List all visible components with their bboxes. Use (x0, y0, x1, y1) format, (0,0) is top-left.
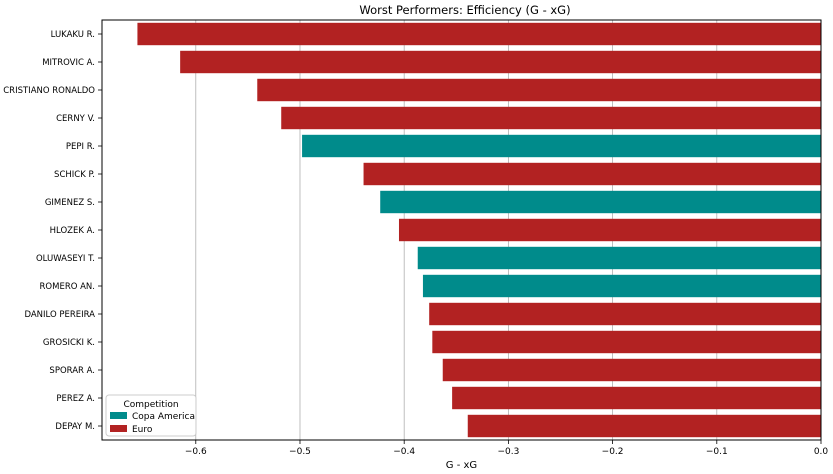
bar-sporar-a (442, 358, 821, 382)
chart-title: Worst Performers: Efficiency (G - xG) (359, 3, 570, 17)
bar-grosicki-k (432, 330, 821, 354)
x-tick-label: −0.6 (185, 447, 207, 457)
bar-perez-a (452, 386, 821, 410)
bar-gimenez-s (380, 190, 821, 214)
bar-cristiano-ronaldo (257, 78, 821, 102)
y-tick-label: ROMERO AN. (40, 282, 95, 292)
y-tick-label: GROSICKI K. (43, 338, 95, 348)
x-axis-ticks: −0.6 −0.5 −0.4 −0.3 −0.2 −0.1 0.0 (185, 440, 829, 457)
bar-hlozek-a (398, 218, 821, 242)
legend-swatch-euro (110, 425, 127, 432)
bar-depay-m (467, 414, 821, 438)
y-axis-ticks: LUKAKU R. MITROVIC A. CRISTIANO RONALDO CER… (3, 30, 102, 432)
x-tick-label: −0.4 (393, 447, 415, 457)
y-tick-label: GIMENEZ S. (45, 198, 95, 208)
legend-swatch-copa-america (110, 412, 127, 419)
y-tick-label: DANILO PEREIRA (24, 310, 95, 320)
bar-oluwaseyi-t (417, 246, 821, 270)
x-tick-label: −0.5 (289, 447, 311, 457)
legend-box (105, 394, 197, 437)
legend-title: Competition (123, 400, 178, 410)
y-tick-label: OLUWASEYI T. (36, 254, 95, 264)
legend-label-euro: Euro (132, 425, 153, 435)
x-tick-label: 0.0 (814, 447, 829, 457)
bar-romero-an (422, 274, 821, 298)
x-tick-label: −0.2 (602, 447, 624, 457)
y-tick-label: PEPI R. (66, 142, 95, 152)
y-tick-label: PEREZ A. (56, 394, 95, 404)
bar-schick-p (363, 162, 821, 186)
x-tick-label: −0.3 (497, 447, 519, 457)
y-tick-label: MITROVIC A. (42, 58, 95, 68)
legend: Competition Copa America Euro (105, 394, 197, 437)
bar-lukaku-r (137, 22, 822, 46)
bar-pepi-r (302, 134, 821, 158)
y-tick-label: HLOZEK A. (50, 226, 95, 236)
y-tick-label: CERNY V. (56, 114, 95, 124)
bars (137, 22, 822, 438)
legend-label-copa-america: Copa America (132, 412, 195, 422)
y-tick-label: SPORAR A. (49, 366, 95, 376)
x-axis-label: G - xG (446, 460, 477, 471)
x-tick-label: −0.1 (706, 447, 728, 457)
y-tick-label: SCHICK P. (54, 170, 95, 180)
y-tick-label: DEPAY M. (55, 422, 95, 432)
y-tick-label: LUKAKU R. (51, 30, 95, 40)
bar-cerny-v (281, 106, 821, 130)
bar-danilo-pereira (429, 302, 821, 326)
bar-mitrovic-a (180, 50, 822, 74)
y-tick-label: CRISTIANO RONALDO (3, 86, 95, 96)
